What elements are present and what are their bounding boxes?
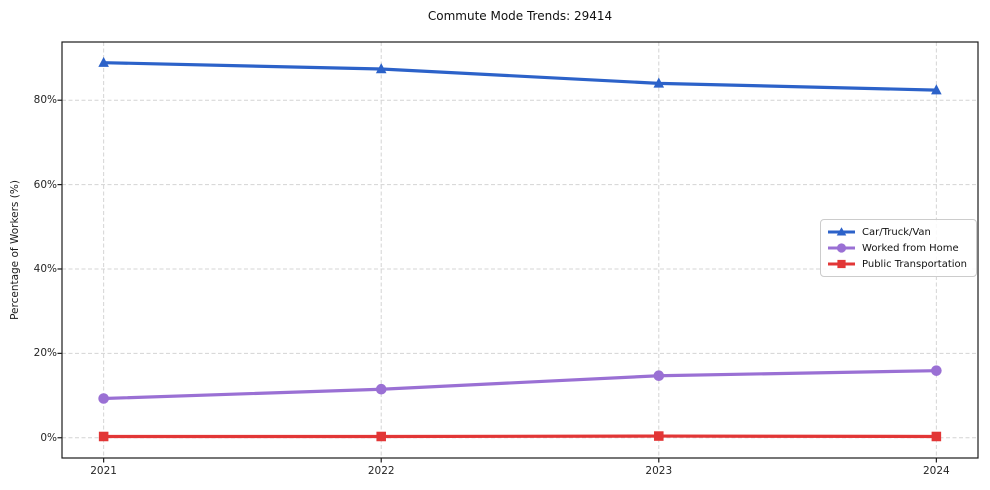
legend-sample-svg: [828, 243, 856, 253]
legend-label: Worked from Home: [862, 242, 959, 254]
square-marker-icon: [931, 431, 942, 442]
square-marker-icon: [376, 431, 386, 442]
x-tick-label: 2023: [645, 465, 673, 477]
circle-marker-icon: [836, 243, 847, 253]
legend-sample-svg: [828, 227, 856, 236]
legend-item: Car/Truck/Van: [828, 226, 967, 238]
triangle-marker-icon: [931, 84, 942, 95]
x-tick-label: 2022: [367, 465, 395, 477]
circle-marker-icon: [931, 365, 942, 376]
legend-key-triangle-icon: [828, 226, 856, 238]
y-tick-label: 20%: [33, 347, 57, 360]
legend: Car/Truck/Van Worked from Home Public Tr…: [820, 219, 977, 277]
legend-item: Public Transportation: [828, 258, 967, 270]
chart-title: Commute Mode Trends: 29414: [427, 9, 613, 23]
y-tick-label: 60%: [33, 178, 57, 191]
square-marker-icon: [98, 431, 109, 442]
circle-marker-icon: [653, 370, 665, 382]
y-tick-label: 80%: [33, 94, 57, 107]
square-marker-icon: [654, 431, 664, 441]
legend-item: Worked from Home: [828, 242, 967, 254]
x-tick-label: 2024: [922, 465, 950, 477]
y-tick-label: 40%: [33, 262, 57, 275]
legend-key-square-icon: [828, 258, 856, 270]
plot-border: [61, 41, 979, 459]
triangle-marker-icon: [653, 77, 665, 88]
legend-label: Public Transportation: [862, 258, 967, 270]
circle-marker-icon: [375, 383, 387, 395]
legend-key-circle-icon: [828, 242, 856, 254]
legend-sample-svg: [828, 259, 856, 269]
series-line-car-truck-van: [102, 61, 938, 92]
x-tick-label: 2021: [90, 465, 117, 477]
series-line-worked-from-home: [102, 369, 938, 401]
legend-label: Car/Truck/Van: [862, 226, 931, 238]
triangle-marker-icon: [836, 227, 847, 236]
triangle-marker-icon: [375, 63, 387, 74]
circle-marker-icon: [98, 393, 109, 404]
y-tick-label: 0%: [40, 431, 57, 444]
square-marker-icon: [837, 259, 846, 269]
triangle-marker-icon: [98, 56, 109, 67]
